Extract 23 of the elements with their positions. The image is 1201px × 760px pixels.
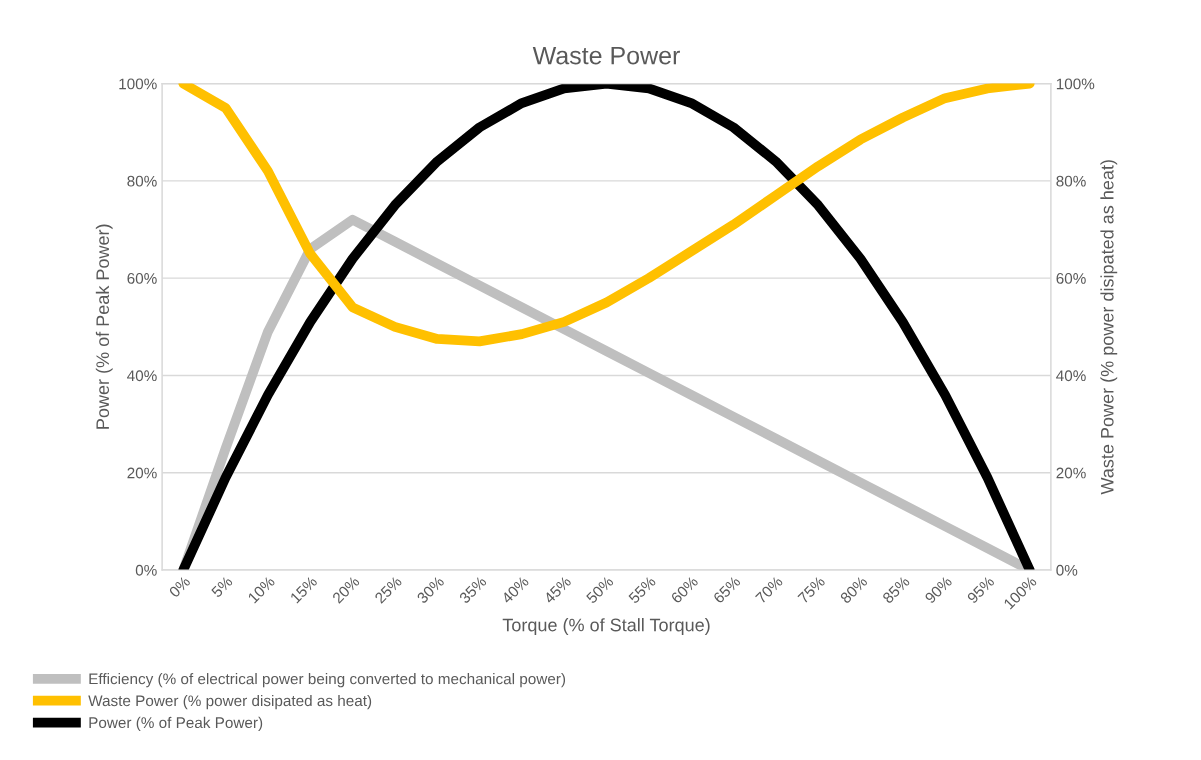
x-tick-label: 5%	[210, 575, 234, 598]
y2-tick-label: 0%	[1056, 564, 1078, 576]
y-tick-label: 100%	[119, 78, 157, 90]
y2-tick-label: 40%	[1056, 370, 1086, 382]
x-tick-label: 0%	[168, 575, 191, 598]
y-tick-label: 40%	[127, 370, 157, 382]
y-tick-label: 20%	[127, 467, 157, 479]
x-axis-title: Torque (% of Stall Torque)	[502, 618, 710, 635]
y2-axis-title: Waste Power (% power disipated as heat)	[1100, 160, 1118, 495]
y2-tick-label: 80%	[1056, 175, 1086, 187]
y-tick-label: 80%	[127, 175, 157, 187]
legend-label: Efficiency (% of electrical power being converted to mechanical power)	[89, 673, 566, 688]
y2-tick-label: 60%	[1056, 273, 1086, 284]
y-tick-label: 0%	[135, 564, 157, 576]
y2-tick-label: 100%	[1056, 78, 1095, 90]
x-tick-label: 45%	[543, 575, 572, 605]
y-axis-title: Power (% of Peak Power)	[95, 224, 113, 429]
chart-title: Waste Power	[532, 46, 680, 65]
y2-tick-label: 20%	[1056, 467, 1086, 479]
x-tick-label: 70%	[755, 575, 784, 604]
legend-label: Waste Power (% power disipated as heat)	[88, 694, 372, 710]
y-tick-label: 60%	[127, 273, 157, 284]
legend-label: Power (% of Peak Power)	[89, 716, 263, 732]
